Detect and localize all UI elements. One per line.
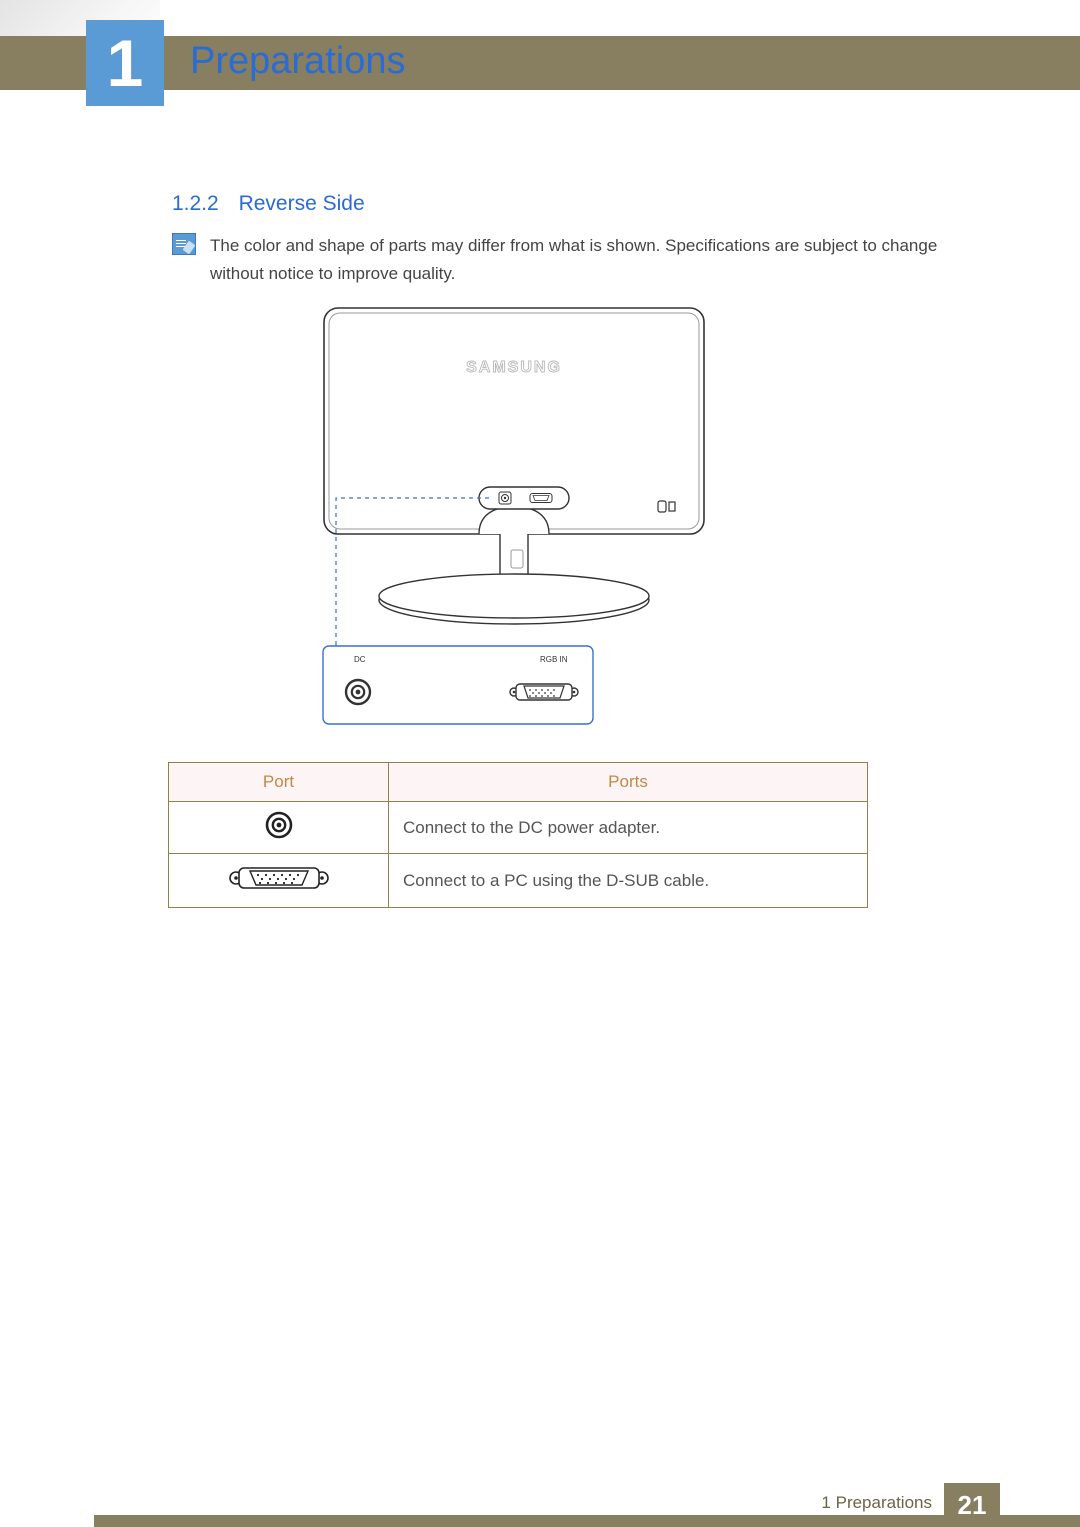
col-ports-desc: Ports <box>389 763 868 802</box>
dc-desc: Connect to the DC power adapter. <box>389 802 868 854</box>
footer-page-number: 21 <box>944 1483 1000 1527</box>
dc-label: DC <box>354 655 366 664</box>
dc-jack-icon <box>169 802 389 854</box>
table-header-row: Port Ports <box>169 763 868 802</box>
dsub-desc: Connect to a PC using the D-SUB cable. <box>389 854 868 908</box>
note-text: The color and shape of parts may differ … <box>210 232 950 288</box>
reverse-side-diagram: SAMSUNG DC RGB IN <box>314 306 714 728</box>
note-icon <box>172 233 196 255</box>
section-title: Reverse Side <box>239 192 365 215</box>
footer-chapter-ref: 1 Preparations <box>821 1493 932 1513</box>
chapter-title: Preparations <box>190 40 405 83</box>
ports-table: Port Ports Connect to the DC power adapt… <box>168 762 868 908</box>
page-footer: 1 Preparations 21 <box>0 1483 1080 1527</box>
col-port: Port <box>169 763 389 802</box>
footer-bar <box>94 1515 1080 1527</box>
rgb-label: RGB IN <box>540 655 568 664</box>
section-heading: 1.2.2 Reverse Side <box>172 192 365 216</box>
table-row: Connect to a PC using the D-SUB cable. <box>169 854 868 908</box>
chapter-badge: 1 <box>86 20 164 106</box>
dsub-icon <box>169 854 389 908</box>
table-row: Connect to the DC power adapter. <box>169 802 868 854</box>
brand-label: SAMSUNG <box>466 359 562 376</box>
section-number: 1.2.2 <box>172 192 219 215</box>
chapter-number: 1 <box>107 30 144 96</box>
